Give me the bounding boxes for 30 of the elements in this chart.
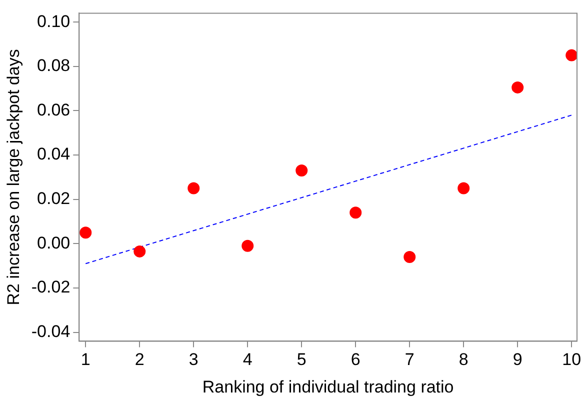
- x-tick-label: 4: [242, 350, 252, 370]
- x-tick-label: 10: [562, 350, 582, 370]
- y-tick-label: -0.04: [31, 322, 70, 342]
- y-tick-label: 0.08: [37, 56, 70, 76]
- x-tick-label: 9: [512, 350, 522, 370]
- point: [566, 49, 577, 62]
- x-tick-label: 7: [404, 350, 414, 370]
- y-axis-title: R2 increase on large jackpot days: [4, 49, 23, 306]
- y-tick-label: 0.00: [37, 233, 70, 252]
- x-tick-label: 6: [350, 350, 360, 370]
- x-tick-label: 2: [134, 350, 144, 370]
- x-axis-title: Ranking of individual trading ratio: [202, 377, 454, 396]
- y-tick-label: 0.04: [37, 144, 70, 164]
- point: [404, 250, 416, 263]
- point: [296, 164, 308, 177]
- point: [350, 206, 362, 219]
- point: [458, 182, 470, 194]
- point: [134, 245, 146, 258]
- point: [188, 182, 200, 194]
- point: [242, 240, 254, 252]
- point: [512, 81, 524, 94]
- point: [80, 226, 92, 239]
- y-tick-label: 0.06: [37, 100, 70, 120]
- y-tick-label: -0.02: [31, 278, 70, 297]
- x-tick-label: 3: [188, 350, 198, 370]
- y-tick-label: 0.02: [37, 189, 70, 208]
- y-tick-label: 0.10: [37, 12, 70, 31]
- x-tick-label: 1: [80, 350, 90, 370]
- x-tick-label: 8: [458, 350, 468, 370]
- x-tick-label: 5: [296, 350, 306, 370]
